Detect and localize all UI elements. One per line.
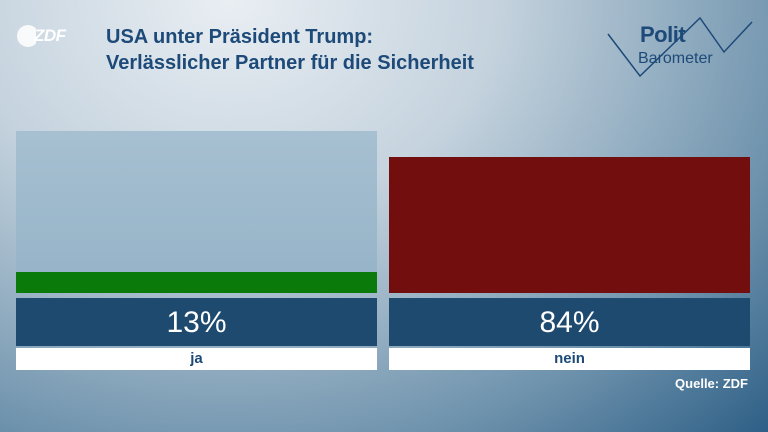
politbarometer-logo: Polit Barometer bbox=[604, 14, 754, 84]
zdf-logo-text: ZDF bbox=[34, 26, 66, 45]
bar-track-nein bbox=[389, 131, 750, 293]
bar-track-ja bbox=[16, 131, 377, 293]
category-label-ja: ja bbox=[16, 348, 377, 370]
politbarometer-barometer-text: Barometer bbox=[638, 50, 713, 67]
bar-ja bbox=[16, 271, 377, 293]
chart-title-line1: USA unter Präsident Trump: bbox=[106, 26, 374, 48]
source-label: Quelle: ZDF bbox=[675, 376, 748, 391]
data-label-nein: 84% bbox=[389, 298, 750, 346]
chart-title-line2: Verlässlicher Partner für die Sicherheit bbox=[106, 52, 474, 74]
bar-nein bbox=[389, 156, 750, 293]
politbarometer-chart-icon bbox=[607, 16, 753, 78]
zdf-logo: ZDF bbox=[16, 24, 80, 48]
politbarometer-polit-text: Polit bbox=[640, 22, 686, 47]
zdf-logo-icon bbox=[17, 25, 36, 47]
category-label-nein: nein bbox=[389, 348, 750, 370]
chart-title: USA unter Präsident Trump: Verlässlicher… bbox=[106, 24, 474, 76]
data-label-ja: 13% bbox=[16, 298, 377, 346]
